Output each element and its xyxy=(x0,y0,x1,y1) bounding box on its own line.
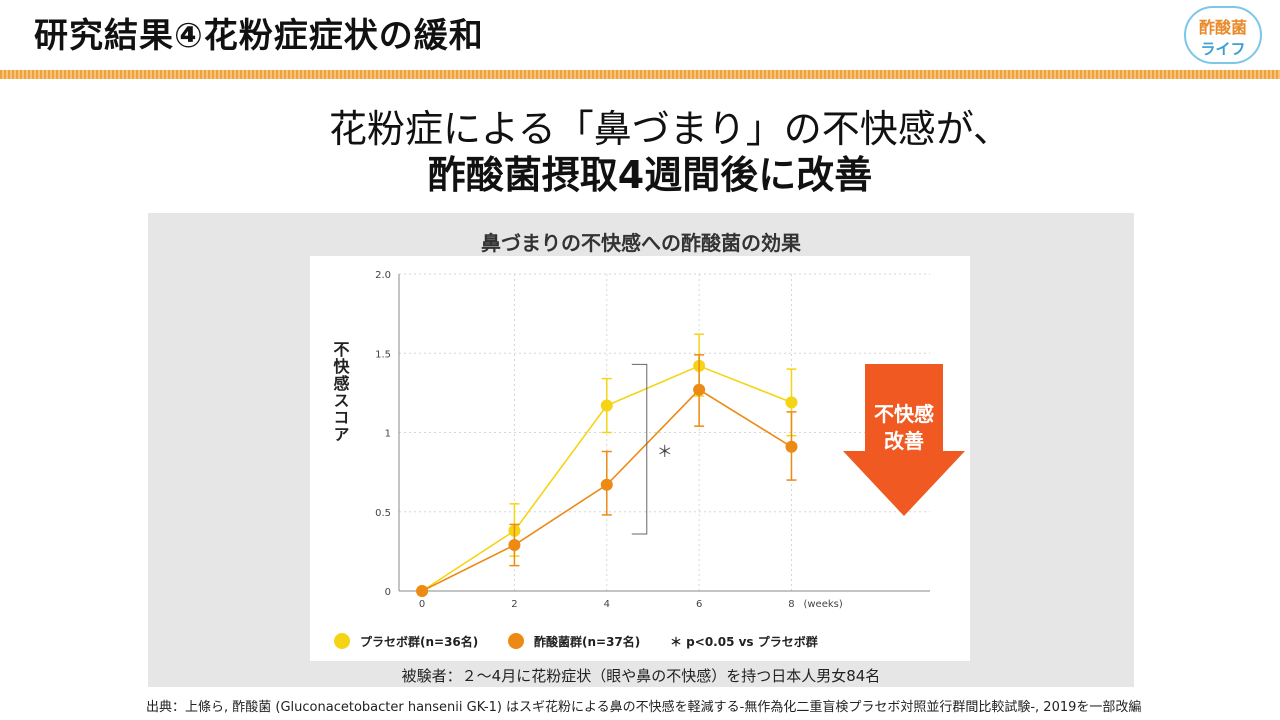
data-point xyxy=(600,478,613,491)
headline-line1: 花粉症による「鼻づまり」の不快感が、 xyxy=(328,107,1012,151)
x-axis-unit: (weeks) xyxy=(803,599,842,610)
y-tick-label: 1.5 xyxy=(375,349,391,360)
chart-title: 鼻づまりの不快感への酢酸菌の効果 xyxy=(481,231,801,255)
logo-line1: 酢酸菌 xyxy=(1198,18,1247,37)
arrow-label-line1: 不快感 xyxy=(874,402,934,426)
data-point xyxy=(785,440,798,453)
header-rule xyxy=(0,70,1280,79)
legend-label: プラセボ群(n=36名) xyxy=(360,634,478,649)
y-tick-label: 2.0 xyxy=(375,270,391,281)
headline-line2: 酢酸菌摂取4週間後に改善 xyxy=(427,153,873,197)
slide-title: 研究結果④花粉症症状の緩和 xyxy=(34,16,484,56)
x-tick-label: 4 xyxy=(604,599,610,610)
y-axis-label: 不快感スコア xyxy=(331,341,350,443)
y-tick-label: 1 xyxy=(385,429,391,440)
data-point xyxy=(600,399,613,412)
significance-marker: ＊ xyxy=(657,442,673,461)
x-tick-label: 6 xyxy=(696,599,702,610)
y-tick-label: 0 xyxy=(385,587,391,598)
line-chart: 0 0.5 1 1.5 2.0 0 2 4 6 8 (weeks) 不快感スコア ＊ 不快感改善プラセボ群… xyxy=(331,270,965,649)
legend-marker xyxy=(334,633,350,649)
y-tick-label: 0.5 xyxy=(375,508,391,519)
source-citation: 出典：上條ら, 酢酸菌 (Gluconacetobacter hansenii … xyxy=(146,700,1142,715)
subjects-note: 被験者：２～4月に花粉症状（眼や鼻の不快感）を持つ日本人男女84名 xyxy=(401,667,881,685)
data-point xyxy=(785,396,798,409)
data-point xyxy=(416,585,429,597)
data-point xyxy=(693,383,706,396)
legend-marker xyxy=(508,633,524,649)
legend-label: 酢酸菌群(n=37名) xyxy=(534,634,640,649)
plot-area: 0 0.5 1 1.5 2.0 0 2 4 6 8 (weeks) 不快感スコア ＊ 不快感改善プラセボ群… xyxy=(310,256,970,661)
brand-logo: 酢酸菌 ライフ xyxy=(1184,6,1262,64)
chart-panel: 鼻づまりの不快感への酢酸菌の効果 0 0.5 1 1.5 2.0 0 2 4 6 8 (weeks)… xyxy=(148,213,1134,687)
x-tick-label: 2 xyxy=(511,599,517,610)
logo-line2: ライフ xyxy=(1200,40,1246,58)
x-tick-label: 0 xyxy=(419,599,425,610)
arrow-label-line2: 改善 xyxy=(884,429,924,453)
significance-note: ＊ p<0.05 vs プラセボ群 xyxy=(670,634,818,649)
x-tick-label: 8 xyxy=(788,599,794,610)
significance-bracket xyxy=(631,363,648,535)
data-point xyxy=(508,539,521,552)
improvement-arrow xyxy=(843,364,965,516)
